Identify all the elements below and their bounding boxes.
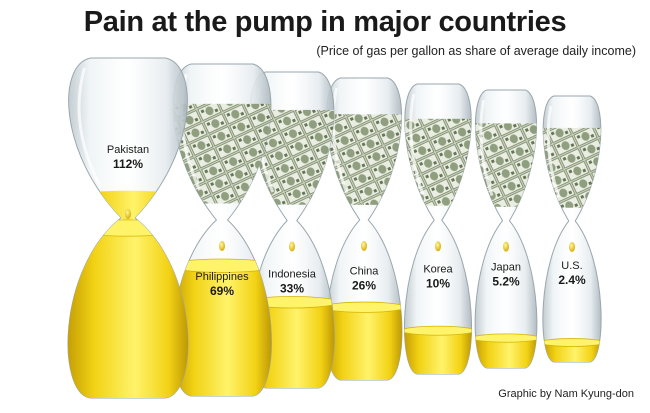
fuel-level [68, 228, 188, 398]
fuel-level [172, 265, 272, 396]
graphic-credit: Graphic by Nam Kyung-don [498, 388, 634, 400]
fuel-surface [542, 338, 602, 347]
glass-highlight [77, 67, 103, 188]
fuel-level [404, 330, 472, 374]
glass-highlight [479, 99, 494, 197]
fuel-drop [361, 240, 367, 251]
fuel-level [326, 307, 402, 380]
value-label: 112% [113, 157, 143, 171]
hourglass-u-s: U.S.2.4% [542, 95, 602, 363]
fuel-drop [219, 241, 225, 252]
value-label: 26% [352, 278, 376, 292]
fuel-surface [172, 258, 272, 273]
chart-subtitle: (Price of gas per gallon as share of ave… [316, 44, 636, 58]
value-label: 33% [280, 281, 304, 295]
fuel-drop [569, 242, 575, 253]
chart-title: Pain at the pump in major countries [83, 6, 567, 38]
country-label: Philippines [195, 271, 249, 283]
glass-highlight [546, 105, 561, 198]
fuel-level [542, 342, 602, 362]
fuel-level [475, 338, 537, 368]
fuel-drop [503, 241, 509, 252]
fuel-drop [289, 241, 295, 252]
fuel-drop [125, 209, 131, 219]
glass-highlight [409, 93, 425, 195]
country-label: China [350, 265, 380, 277]
country-label: Korea [423, 264, 453, 276]
country-label: U.S. [561, 260, 582, 272]
fuel-surface [249, 296, 335, 309]
country-label: Pakistan [107, 144, 149, 156]
country-label: Indonesia [268, 268, 317, 280]
value-label: 2.4% [558, 273, 586, 287]
fuel-surface [404, 325, 472, 336]
country-label: Japan [491, 262, 521, 274]
fuel-drop [435, 241, 441, 252]
value-label: 5.2% [492, 275, 520, 289]
glass-highlight [331, 87, 349, 194]
value-label: 10% [426, 277, 450, 291]
fuel-surface [326, 301, 402, 313]
value-label: 69% [210, 284, 234, 298]
fuel-surface [68, 219, 188, 237]
fuel-surface [475, 333, 537, 343]
